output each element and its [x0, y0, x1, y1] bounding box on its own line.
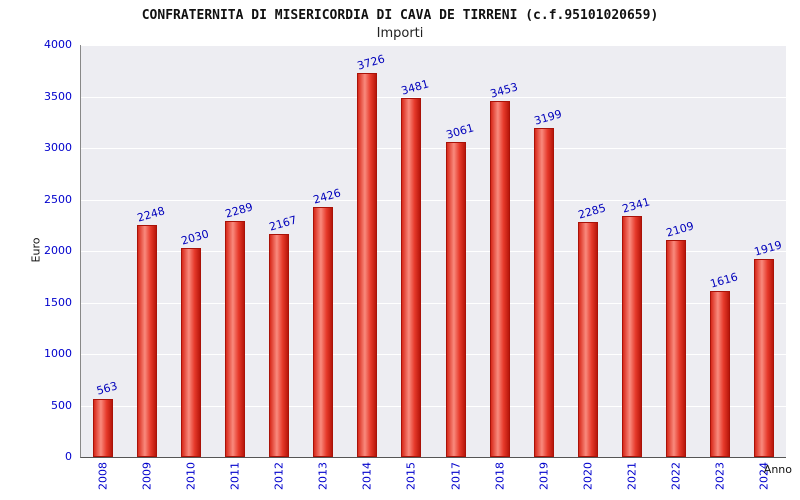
bar-2020: [578, 222, 598, 457]
bar-2023: [710, 291, 730, 457]
bar-2015: [401, 98, 421, 457]
bar-2013: [313, 207, 333, 457]
gridline: [81, 405, 786, 407]
x-tick-label: 2011: [228, 462, 242, 490]
bar-2021: [622, 216, 642, 457]
bar-2010: [181, 248, 201, 457]
y-tick-label: 500: [51, 398, 72, 412]
y-tick-label: 4000: [44, 38, 72, 51]
gridline: [81, 148, 786, 149]
x-tick-label: 2017: [449, 462, 463, 490]
x-tick-label: 2015: [404, 462, 418, 490]
bar-value-label: 1919: [752, 238, 784, 259]
y-tick-label: 3500: [44, 89, 72, 103]
x-tick-label: 2019: [537, 462, 551, 490]
bar-value-label: 3726: [355, 52, 387, 73]
gridline: [81, 302, 786, 304]
x-tick-label: 2021: [625, 462, 639, 490]
bar-2017: [446, 142, 466, 457]
bar-value-label: 3453: [488, 80, 520, 101]
bar-value-label: 2167: [267, 213, 299, 234]
bar-2011: [225, 221, 245, 457]
plot-area: 563 2248 2030 2289 2167 2426 3726 3481 3061 3453 3…: [80, 45, 786, 458]
y-axis-title: Euro: [29, 237, 43, 263]
chart-subtitle: Importi: [376, 26, 424, 41]
gridline: [81, 251, 786, 252]
gridline: [81, 199, 786, 201]
x-tick-label: 2014: [360, 462, 374, 490]
y-tick-label: 2500: [44, 192, 72, 206]
x-tick-label: 2018: [493, 462, 507, 490]
x-tick-label: 2008: [96, 462, 110, 490]
bar-value-label: 3481: [399, 77, 431, 98]
gridline: [81, 354, 786, 355]
y-tick-label: 3000: [44, 141, 72, 154]
x-tick-label: 2013: [316, 462, 330, 490]
bar-value-label: 3199: [532, 107, 564, 128]
bar-2024: [754, 259, 774, 457]
bar-value-label: 2285: [576, 201, 608, 222]
y-tick-label: 1000: [44, 347, 72, 360]
bar-value-label: 2030: [179, 227, 211, 248]
x-tick-label: 2009: [140, 462, 154, 490]
bar-2012: [269, 234, 289, 457]
x-tick-label: 2012: [272, 462, 286, 490]
x-tick-label: 2020: [581, 462, 595, 490]
y-tick-label: 2000: [44, 244, 72, 257]
bar-value-label: 2426: [311, 186, 343, 207]
y-tick-label: 0: [65, 450, 72, 463]
gridline: [81, 96, 786, 98]
x-tick-label: 2022: [669, 462, 683, 490]
bar-value-label: 2289: [223, 200, 255, 221]
bar-2014: [357, 73, 377, 457]
bar-value-label: 1616: [708, 270, 740, 291]
bar-value-label: 563: [95, 379, 119, 398]
bar-2019: [534, 128, 554, 457]
x-tick-label: 2010: [184, 462, 198, 490]
chart-title: CONFRATERNITA DI MISERICORDIA DI CAVA DE…: [141, 8, 659, 23]
bar-2018: [490, 101, 510, 457]
bar-2009: [137, 225, 157, 457]
gridline: [81, 45, 786, 46]
bar-2022: [666, 240, 686, 457]
x-tick-label: 2023: [713, 462, 727, 490]
bar-2008: [93, 399, 113, 457]
bar-value-label: 3061: [444, 121, 476, 142]
x-axis-title: Anno: [763, 463, 792, 476]
y-tick-label: 1500: [44, 295, 72, 309]
bar-value-label: 2109: [664, 219, 696, 240]
bar-value-label: 2248: [135, 204, 167, 225]
bar-value-label: 2341: [620, 195, 652, 216]
